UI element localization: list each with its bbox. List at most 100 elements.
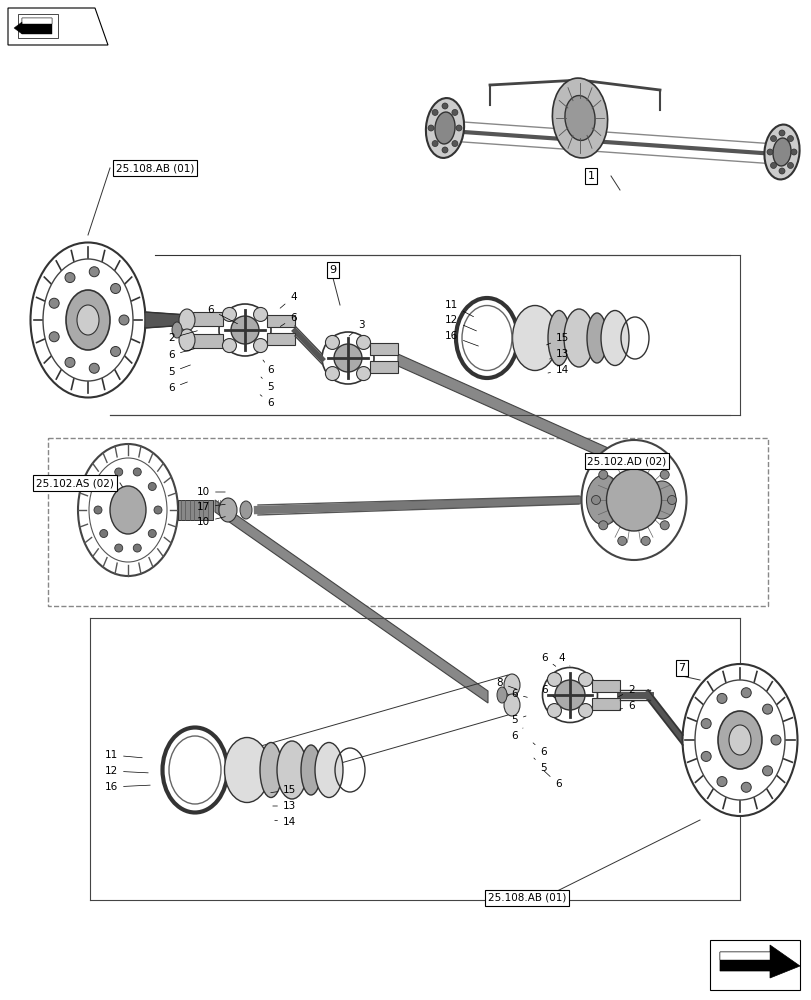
Polygon shape xyxy=(22,18,52,34)
Circle shape xyxy=(356,367,370,381)
Circle shape xyxy=(452,141,457,147)
Circle shape xyxy=(762,766,771,776)
Circle shape xyxy=(119,315,129,325)
Circle shape xyxy=(641,455,650,464)
Circle shape xyxy=(547,704,560,718)
Circle shape xyxy=(325,335,339,349)
Text: 25.102.AS (02): 25.102.AS (02) xyxy=(36,478,114,488)
Text: 12: 12 xyxy=(444,315,476,331)
Text: 3: 3 xyxy=(349,320,364,336)
Ellipse shape xyxy=(219,304,271,356)
Ellipse shape xyxy=(606,469,661,531)
Ellipse shape xyxy=(435,112,454,144)
Text: 15: 15 xyxy=(546,333,569,345)
Text: 25.108.AB (01): 25.108.AB (01) xyxy=(116,163,194,173)
Text: 5: 5 xyxy=(534,758,546,773)
Text: 6: 6 xyxy=(168,349,194,360)
Polygon shape xyxy=(14,22,22,34)
Circle shape xyxy=(222,339,236,353)
Ellipse shape xyxy=(542,668,597,722)
Circle shape xyxy=(154,506,162,514)
Text: 9: 9 xyxy=(329,265,336,275)
Bar xyxy=(193,334,223,348)
Ellipse shape xyxy=(178,309,195,331)
Ellipse shape xyxy=(260,742,281,797)
Ellipse shape xyxy=(224,737,269,802)
Circle shape xyxy=(790,149,796,155)
Text: 6: 6 xyxy=(511,689,526,699)
Polygon shape xyxy=(145,312,188,328)
Circle shape xyxy=(427,125,433,131)
Ellipse shape xyxy=(172,322,182,338)
Ellipse shape xyxy=(277,741,307,799)
Text: 13: 13 xyxy=(549,349,569,359)
Bar xyxy=(591,698,620,710)
Circle shape xyxy=(49,332,59,342)
Text: 16: 16 xyxy=(105,782,150,792)
Text: 2: 2 xyxy=(168,331,197,343)
Text: 4: 4 xyxy=(558,653,569,666)
Ellipse shape xyxy=(564,96,594,140)
Text: 6: 6 xyxy=(168,382,187,393)
Circle shape xyxy=(325,367,339,381)
Ellipse shape xyxy=(586,475,620,525)
Text: 6: 6 xyxy=(207,305,238,324)
Circle shape xyxy=(659,521,668,530)
Circle shape xyxy=(94,506,102,514)
Ellipse shape xyxy=(66,290,109,350)
Circle shape xyxy=(431,109,438,115)
Ellipse shape xyxy=(551,78,607,158)
Bar xyxy=(193,312,223,326)
Circle shape xyxy=(222,307,236,321)
Circle shape xyxy=(659,470,668,479)
Polygon shape xyxy=(709,940,799,990)
Circle shape xyxy=(49,298,59,308)
Text: 6: 6 xyxy=(532,743,546,757)
Ellipse shape xyxy=(301,745,320,795)
Ellipse shape xyxy=(772,138,790,166)
Circle shape xyxy=(787,162,792,168)
Text: 14: 14 xyxy=(547,365,569,375)
Text: 25.108.AB (01): 25.108.AB (01) xyxy=(487,893,565,903)
Bar xyxy=(370,343,397,355)
Text: 12: 12 xyxy=(105,766,148,776)
Ellipse shape xyxy=(315,742,342,797)
Polygon shape xyxy=(215,500,487,703)
Ellipse shape xyxy=(586,313,607,363)
Circle shape xyxy=(253,339,268,353)
Text: 4: 4 xyxy=(280,292,296,308)
Circle shape xyxy=(148,530,156,538)
Circle shape xyxy=(701,719,710,729)
Circle shape xyxy=(114,468,122,476)
Circle shape xyxy=(452,109,457,115)
Bar xyxy=(48,438,767,606)
Circle shape xyxy=(89,363,99,373)
Ellipse shape xyxy=(728,725,750,755)
Circle shape xyxy=(100,482,108,490)
Ellipse shape xyxy=(219,498,237,522)
Text: 11: 11 xyxy=(444,300,473,317)
Ellipse shape xyxy=(581,440,685,560)
Text: 6: 6 xyxy=(543,771,561,789)
Circle shape xyxy=(598,470,607,479)
Ellipse shape xyxy=(31,242,145,397)
Circle shape xyxy=(617,455,626,464)
Circle shape xyxy=(148,482,156,490)
Ellipse shape xyxy=(78,444,178,576)
Ellipse shape xyxy=(600,310,629,365)
Circle shape xyxy=(578,672,592,686)
Ellipse shape xyxy=(77,305,99,335)
Circle shape xyxy=(89,267,99,277)
Text: 25.102.AD (02): 25.102.AD (02) xyxy=(586,456,666,466)
Circle shape xyxy=(770,735,780,745)
Polygon shape xyxy=(18,14,58,38)
Ellipse shape xyxy=(109,486,146,534)
Text: 10: 10 xyxy=(196,487,225,497)
Circle shape xyxy=(598,521,607,530)
Ellipse shape xyxy=(554,680,584,710)
Circle shape xyxy=(110,284,120,294)
Circle shape xyxy=(133,544,141,552)
Circle shape xyxy=(456,125,461,131)
Text: 6: 6 xyxy=(541,685,554,698)
Polygon shape xyxy=(22,18,52,24)
